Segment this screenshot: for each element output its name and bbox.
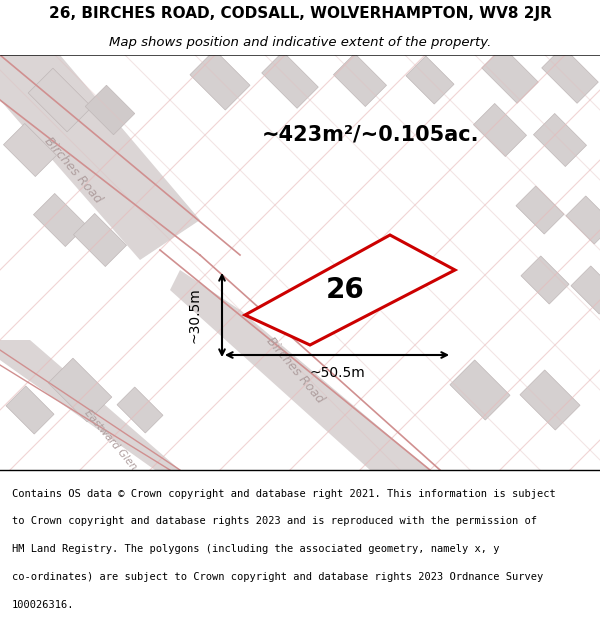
Text: 26, BIRCHES ROAD, CODSALL, WOLVERHAMPTON, WV8 2JR: 26, BIRCHES ROAD, CODSALL, WOLVERHAMPTON… bbox=[49, 6, 551, 21]
Polygon shape bbox=[520, 370, 580, 430]
Text: 26: 26 bbox=[326, 276, 364, 304]
Polygon shape bbox=[334, 54, 386, 106]
Polygon shape bbox=[406, 56, 454, 104]
Text: ~50.5m: ~50.5m bbox=[309, 366, 365, 380]
Text: ~30.5m: ~30.5m bbox=[187, 287, 201, 343]
Polygon shape bbox=[6, 386, 54, 434]
Polygon shape bbox=[482, 47, 538, 103]
Polygon shape bbox=[521, 256, 569, 304]
Polygon shape bbox=[73, 214, 127, 266]
Text: Map shows position and indicative extent of the property.: Map shows position and indicative extent… bbox=[109, 36, 491, 49]
Polygon shape bbox=[473, 104, 527, 156]
Polygon shape bbox=[0, 55, 200, 260]
Polygon shape bbox=[34, 194, 86, 246]
Polygon shape bbox=[48, 358, 112, 422]
Polygon shape bbox=[0, 340, 180, 470]
Text: ~423m²/~0.105ac.: ~423m²/~0.105ac. bbox=[261, 125, 479, 145]
Polygon shape bbox=[571, 266, 600, 314]
Text: Birches Road: Birches Road bbox=[41, 134, 104, 206]
Polygon shape bbox=[262, 52, 318, 108]
Polygon shape bbox=[516, 186, 564, 234]
Polygon shape bbox=[170, 270, 430, 470]
Polygon shape bbox=[533, 114, 587, 166]
Text: Contains OS data © Crown copyright and database right 2021. This information is : Contains OS data © Crown copyright and d… bbox=[12, 489, 556, 499]
Polygon shape bbox=[542, 47, 598, 103]
Polygon shape bbox=[117, 387, 163, 433]
Polygon shape bbox=[85, 85, 135, 135]
Text: 100026316.: 100026316. bbox=[12, 600, 74, 610]
Polygon shape bbox=[450, 360, 510, 420]
Text: HM Land Registry. The polygons (including the associated geometry, namely x, y: HM Land Registry. The polygons (includin… bbox=[12, 544, 499, 554]
Text: Eastward Glen: Eastward Glen bbox=[82, 408, 138, 472]
Polygon shape bbox=[4, 124, 56, 176]
Text: to Crown copyright and database rights 2023 and is reproduced with the permissio: to Crown copyright and database rights 2… bbox=[12, 516, 537, 526]
Polygon shape bbox=[566, 196, 600, 244]
Polygon shape bbox=[28, 68, 92, 132]
Polygon shape bbox=[190, 50, 250, 110]
Text: Contains OS data © Crown copyright and database right 2021. This information is : Contains OS data © Crown copyright and d… bbox=[0, 624, 1, 625]
Text: Birches Road: Birches Road bbox=[263, 334, 326, 406]
Polygon shape bbox=[245, 235, 455, 345]
Text: co-ordinates) are subject to Crown copyright and database rights 2023 Ordnance S: co-ordinates) are subject to Crown copyr… bbox=[12, 572, 543, 582]
